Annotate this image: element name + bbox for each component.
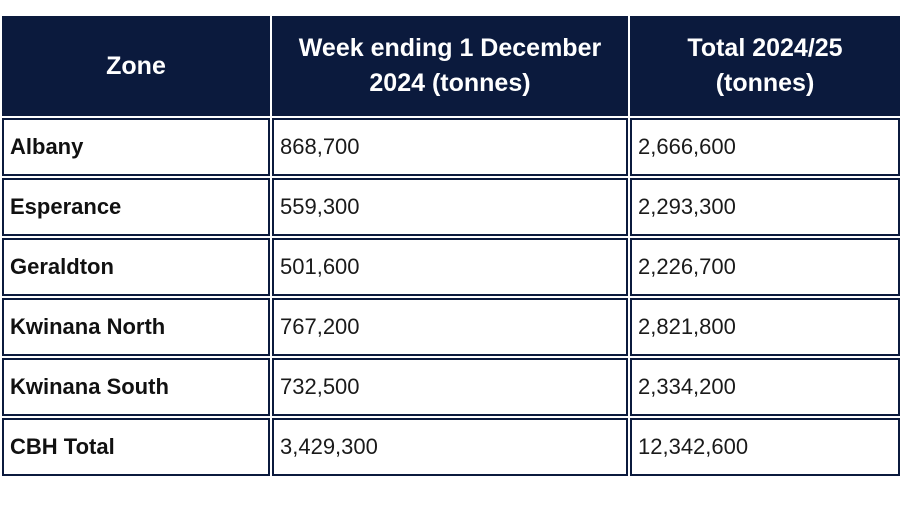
header-zone: Zone — [2, 16, 270, 116]
header-week-ending: Week ending 1 December 2024 (tonnes) — [272, 16, 628, 116]
week-cell: 3,429,300 — [272, 418, 628, 476]
table-row-total: CBH Total 3,429,300 12,342,600 — [2, 418, 900, 476]
table-row: Kwinana North 767,200 2,821,800 — [2, 298, 900, 356]
total-cell: 2,293,300 — [630, 178, 900, 236]
week-cell: 501,600 — [272, 238, 628, 296]
table-row: Esperance 559,300 2,293,300 — [2, 178, 900, 236]
zone-cell: CBH Total — [2, 418, 270, 476]
harvest-table: Zone Week ending 1 December 2024 (tonnes… — [0, 14, 900, 478]
table-body: Albany 868,700 2,666,600 Esperance 559,3… — [2, 118, 900, 476]
week-cell: 767,200 — [272, 298, 628, 356]
header-total: Total 2024/25 (tonnes) — [630, 16, 900, 116]
table-row: Albany 868,700 2,666,600 — [2, 118, 900, 176]
zone-cell: Kwinana North — [2, 298, 270, 356]
table-row: Geraldton 501,600 2,226,700 — [2, 238, 900, 296]
total-cell: 2,334,200 — [630, 358, 900, 416]
total-cell: 2,666,600 — [630, 118, 900, 176]
zone-cell: Geraldton — [2, 238, 270, 296]
week-cell: 559,300 — [272, 178, 628, 236]
table-header: Zone Week ending 1 December 2024 (tonnes… — [2, 16, 900, 116]
header-row: Zone Week ending 1 December 2024 (tonnes… — [2, 16, 900, 116]
zone-cell: Albany — [2, 118, 270, 176]
zone-cell: Esperance — [2, 178, 270, 236]
harvest-table-container: Zone Week ending 1 December 2024 (tonnes… — [0, 14, 900, 478]
week-cell: 732,500 — [272, 358, 628, 416]
total-cell: 2,821,800 — [630, 298, 900, 356]
total-cell: 12,342,600 — [630, 418, 900, 476]
total-cell: 2,226,700 — [630, 238, 900, 296]
zone-cell: Kwinana South — [2, 358, 270, 416]
table-row: Kwinana South 732,500 2,334,200 — [2, 358, 900, 416]
week-cell: 868,700 — [272, 118, 628, 176]
